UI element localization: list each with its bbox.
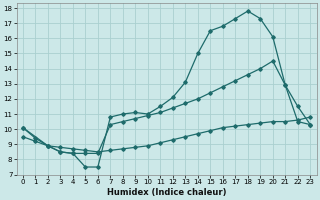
X-axis label: Humidex (Indice chaleur): Humidex (Indice chaleur) (107, 188, 226, 197)
